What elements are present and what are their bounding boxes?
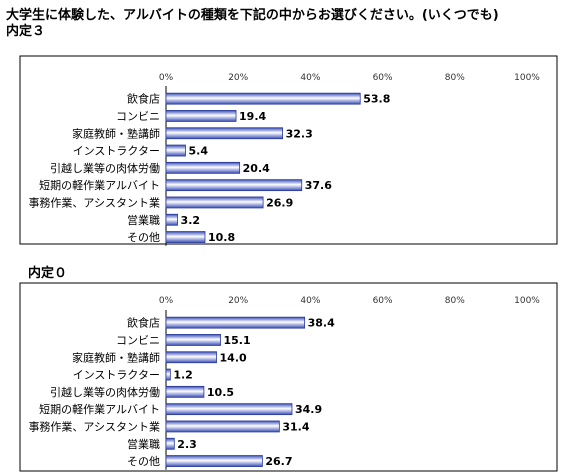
panel-1-category-label: インストラクター bbox=[73, 145, 160, 158]
panel-1-bar bbox=[165, 110, 237, 122]
panel-2-category-label: 引越し業等の肉体労働 bbox=[50, 385, 160, 399]
panel-1-value-label: 32.3 bbox=[286, 127, 313, 140]
panel-1-tick-label: 80% bbox=[445, 73, 465, 83]
panel-2-category-label: 事務作業、アシスタント業 bbox=[28, 419, 160, 433]
panel-2-value-label: 26.7 bbox=[265, 455, 292, 468]
panel-2-bar bbox=[165, 403, 293, 416]
panel-2-title: 内定０ bbox=[28, 266, 68, 281]
panel-1-category-label: コンビニ bbox=[116, 110, 160, 123]
panel-2-value-label: 31.4 bbox=[282, 420, 309, 433]
panel-2-tick-label: 20% bbox=[228, 296, 248, 306]
panel-2-bar bbox=[165, 368, 171, 381]
panel-1-category-label: 飲食店 bbox=[127, 92, 160, 106]
panel-2-tick-label: 80% bbox=[445, 296, 465, 306]
panel-2-category-label: コンビニ bbox=[116, 334, 160, 347]
panel-1-value-label: 19.4 bbox=[239, 110, 266, 123]
panel-2-category-label: その他 bbox=[127, 455, 160, 468]
panel-1-bar bbox=[165, 196, 264, 209]
panel-2-bar bbox=[165, 385, 205, 398]
panel-2-value-label: 1.2 bbox=[173, 369, 193, 382]
panel-2-category-label: 営業職 bbox=[127, 437, 160, 451]
panel-2-category-label: 家庭教師・塾講師 bbox=[72, 350, 160, 364]
panel-1-bar bbox=[165, 144, 186, 157]
panel-2-category-label: 短期の軽作業アルバイト bbox=[39, 402, 160, 416]
panel-2-bar bbox=[165, 351, 217, 364]
panel-2-bar bbox=[165, 316, 306, 329]
panel-1-bar bbox=[165, 161, 241, 174]
panel-1-tick-label: 60% bbox=[373, 73, 393, 83]
panel-1-value-label: 3.2 bbox=[181, 214, 201, 227]
panel-2-value-label: 15.1 bbox=[224, 334, 251, 347]
panel-1-value-label: 26.9 bbox=[266, 196, 293, 209]
panel-2-value-label: 34.9 bbox=[295, 403, 322, 416]
panel-2-bar bbox=[165, 334, 221, 346]
panel-1-category-label: 短期の軽作業アルバイト bbox=[39, 178, 160, 192]
panel-2-tick-label: 0% bbox=[159, 296, 174, 306]
panel-1-category-label: 営業職 bbox=[127, 213, 160, 227]
panel-2-value-label: 10.5 bbox=[207, 386, 234, 399]
panel-1-value-label: 37.6 bbox=[305, 179, 332, 192]
panel-1-tick-label: 100% bbox=[514, 73, 540, 83]
panel-1-bar bbox=[165, 231, 206, 243]
panel-2-tick-label: 100% bbox=[514, 296, 540, 306]
panel-2-bar bbox=[165, 420, 280, 433]
title-line-2: 内定３ bbox=[6, 24, 46, 39]
panel-1-value-label: 10.8 bbox=[208, 231, 235, 244]
panel-1-category-label: その他 bbox=[127, 231, 160, 244]
panel-1-category-label: 家庭教師・塾講師 bbox=[72, 126, 160, 140]
panel-2-category-label: インストラクター bbox=[73, 369, 160, 382]
panel-1-bar bbox=[165, 127, 284, 140]
panel-1-value-label: 20.4 bbox=[243, 162, 270, 175]
panel-2-frame bbox=[19, 282, 558, 472]
panel-1-tick-label: 20% bbox=[228, 73, 248, 83]
chart-title: 大学生に体験した、アルバイトの種類を下記の中からお選びください。(いくつでも) … bbox=[6, 8, 499, 40]
panel-1-bar bbox=[165, 179, 303, 192]
panel-1-frame bbox=[19, 55, 558, 245]
panel-2-value-label: 38.4 bbox=[308, 317, 335, 330]
panel-2-category-label: 飲食店 bbox=[127, 316, 160, 330]
title-line-1: 大学生に体験した、アルバイトの種類を下記の中からお選びください。(いくつでも) bbox=[6, 8, 499, 23]
panel-2-value-label: 2.3 bbox=[177, 438, 197, 451]
panel-2-tick-label: 40% bbox=[300, 296, 320, 306]
panel-1-bar bbox=[165, 92, 361, 105]
panel-1-tick-label: 40% bbox=[300, 73, 320, 83]
panel-2-value-label: 14.0 bbox=[220, 351, 247, 364]
panel-2-bar bbox=[165, 437, 175, 450]
panel-1-tick-label: 0% bbox=[159, 73, 174, 83]
panel-1-bar bbox=[165, 213, 178, 226]
panel-1-value-label: 5.4 bbox=[188, 145, 208, 158]
panel-1-category-label: 事務作業、アシスタント業 bbox=[28, 195, 160, 209]
panel-1-category-label: 引越し業等の肉体労働 bbox=[50, 161, 160, 175]
panel-2-tick-label: 60% bbox=[373, 296, 393, 306]
panel-2-bar bbox=[165, 455, 263, 467]
panel-1-value-label: 53.8 bbox=[363, 93, 390, 106]
